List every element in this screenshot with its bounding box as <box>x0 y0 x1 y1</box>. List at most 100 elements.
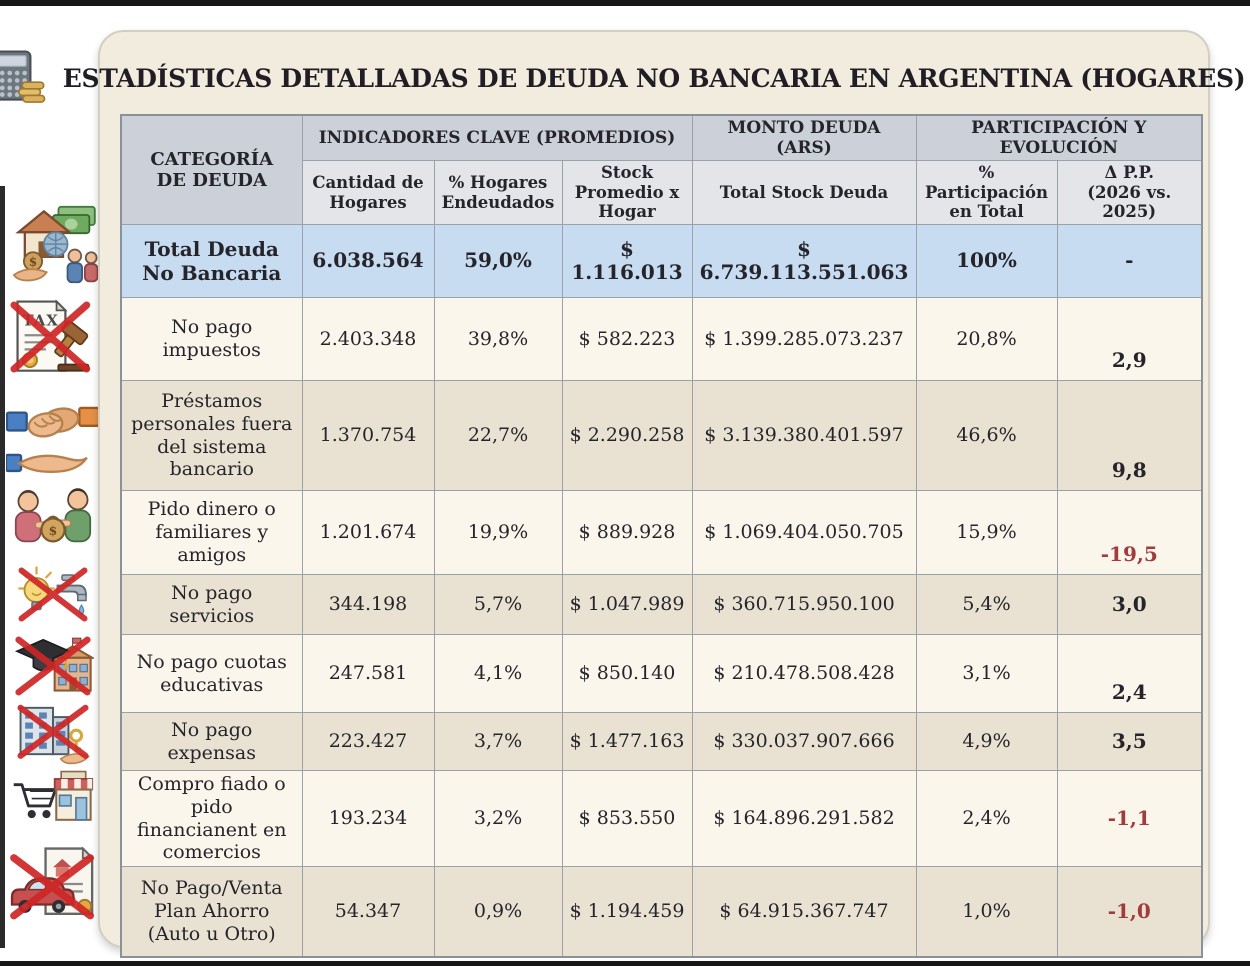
pct-hogares-endeudados-cell: 19,9% <box>433 490 563 576</box>
total-stock-cell: $ 6.739.113.551.063 <box>691 224 917 299</box>
stock-promedio-cell: $ 1.477.163 <box>561 712 693 772</box>
table-row: Compro fiado o pido financianent en come… <box>120 770 1203 868</box>
stock-promedio-cell: $ 2.290.258 <box>561 380 693 492</box>
pct-participacion-cell: 20,8% <box>915 297 1058 382</box>
category-cell: Préstamos personales fuera del sistema b… <box>120 380 303 492</box>
column-header-pct-participacion: % Participación en Total <box>915 160 1058 226</box>
delta-pp-cell: -19,5 <box>1056 490 1203 576</box>
category-icon-rail <box>0 0 104 966</box>
total-stock-cell: $ 360.715.950.100 <box>691 574 917 636</box>
pct-hogares-endeudados-cell: 59,0% <box>433 224 563 299</box>
delta-pp-cell: 2,9 <box>1056 297 1203 382</box>
family-money-icon <box>6 482 100 560</box>
table-row: Pido dinero o familiares y amigos 1.201.6… <box>120 490 1203 576</box>
pct-hogares-endeudados-cell: 22,7% <box>433 380 563 492</box>
stats-panel: ESTADÍSTICAS DETALLADAS DE DEUDA NO BANC… <box>98 30 1246 958</box>
category-cell: No pago expensas <box>120 712 303 772</box>
stock-promedio-cell: $ 853.550 <box>561 770 693 868</box>
pct-participacion-cell: 2,4% <box>915 770 1058 868</box>
pct-participacion-cell: 15,9% <box>915 490 1058 576</box>
cantidad-hogares-cell: 223.427 <box>301 712 435 772</box>
delta-pp-cell: - <box>1056 224 1203 299</box>
stock-promedio-cell: $ 1.116.013 <box>561 224 693 299</box>
table-row: No pago impuestos 2.403.348 39,8% $ 582.223… <box>120 297 1203 382</box>
group-header-indicadores-clave: INDICADORES CLAVE (PROMEDIOS) <box>301 114 693 162</box>
column-header-pct-hogares-endeudados: % Hogares Endeudados <box>433 160 563 226</box>
cantidad-hogares-cell: 193.234 <box>301 770 435 868</box>
total-stock-cell: $ 210.478.508.428 <box>691 634 917 714</box>
handshake-loan-icon <box>6 396 100 480</box>
total-stock-cell: $ 164.896.291.582 <box>691 770 917 868</box>
pct-participacion-cell: 46,6% <box>915 380 1058 492</box>
category-cell: Compro fiado o pido financianent en come… <box>120 770 303 868</box>
pct-hogares-endeudados-cell: 5,7% <box>433 574 563 636</box>
cantidad-hogares-cell: 247.581 <box>301 634 435 714</box>
category-cell: Pido dinero o familiares y amigos <box>120 490 303 576</box>
pct-hogares-endeudados-cell: 0,9% <box>433 866 563 958</box>
delta-pp-cell: 9,8 <box>1056 380 1203 492</box>
pct-hogares-endeudados-cell: 3,7% <box>433 712 563 772</box>
cantidad-hogares-cell: 54.347 <box>301 866 435 958</box>
pct-participacion-cell: 5,4% <box>915 574 1058 636</box>
total-stock-cell: $ 1.399.285.073.237 <box>691 297 917 382</box>
tax-crossed-icon <box>6 298 100 376</box>
delta-pp-cell: -1,0 <box>1056 866 1203 958</box>
table-row: Total Deuda No Bancaria 6.038.564 59,0% $ 1… <box>120 224 1203 299</box>
stock-promedio-cell: $ 1.047.989 <box>561 574 693 636</box>
top-black-bar <box>0 0 1250 6</box>
stock-promedio-cell: $ 889.928 <box>561 490 693 576</box>
cantidad-hogares-cell: 2.403.348 <box>301 297 435 382</box>
total-stock-cell: $ 330.037.907.666 <box>691 712 917 772</box>
total-stock-cell: $ 1.069.404.050.705 <box>691 490 917 576</box>
stock-promedio-cell: $ 582.223 <box>561 297 693 382</box>
stock-promedio-cell: $ 850.140 <box>561 634 693 714</box>
group-header-row: CATEGORÍA DE DEUDA INDICADORES CLAVE (PR… <box>120 114 1203 226</box>
delta-pp-cell: 2,4 <box>1056 634 1203 714</box>
pct-participacion-cell: 1,0% <box>915 866 1058 958</box>
pct-hogares-endeudados-cell: 4,1% <box>433 634 563 714</box>
table-row: No pago servicios 344.198 5,7% $ 1.047.989 $… <box>120 574 1203 636</box>
pct-participacion-cell: 100% <box>915 224 1058 299</box>
expensas-crossed-icon <box>6 697 100 765</box>
table-row: Préstamos personales fuera del sistema b… <box>120 380 1203 492</box>
cantidad-hogares-cell: 1.370.754 <box>301 380 435 492</box>
pct-hogares-endeudados-cell: 39,8% <box>433 297 563 382</box>
cantidad-hogares-cell: 6.038.564 <box>301 224 435 299</box>
category-cell: No pago impuestos <box>120 297 303 382</box>
column-header-stock-promedio: Stock Promedio x Hogar <box>561 160 693 226</box>
debt-statistics-table: CATEGORÍA DE DEUDA INDICADORES CLAVE (PR… <box>120 114 1203 958</box>
category-cell: No pago cuotas educativas <box>120 634 303 714</box>
category-cell: No pago servicios <box>120 574 303 636</box>
sub-header-row: Cantidad de Hogares % Hogares Endeudados… <box>121 160 1203 226</box>
pct-hogares-endeudados-cell: 3,2% <box>433 770 563 868</box>
column-header-total-stock-deuda: Total Stock Deuda <box>691 160 917 226</box>
table-row: No pago expensas 223.427 3,7% $ 1.477.163 $ … <box>120 712 1203 772</box>
delta-pp-cell: 3,5 <box>1056 712 1203 772</box>
column-header-delta-pp: Δ P.P. (2026 vs. 2025) <box>1056 160 1203 226</box>
store-cart-icon <box>6 765 100 837</box>
household-debt-icon <box>6 205 100 285</box>
page-title: ESTADÍSTICAS DETALLADAS DE DEUDA NO BANC… <box>62 63 1246 93</box>
education-crossed-icon <box>6 630 100 702</box>
total-stock-cell: $ 3.139.380.401.597 <box>691 380 917 492</box>
calculator-coins-icon <box>0 47 47 109</box>
table-row: No pago cuotas educativas 247.581 4,1% $ 85… <box>120 634 1203 714</box>
delta-pp-cell: -1,1 <box>1056 770 1203 868</box>
stock-promedio-cell: $ 1.194.459 <box>561 866 693 958</box>
title-row: ESTADÍSTICAS DETALLADAS DE DEUDA NO BANC… <box>120 46 1246 110</box>
category-cell: No Pago/Venta Plan Ahorro (Auto u Otro) <box>120 866 303 958</box>
pct-participacion-cell: 4,9% <box>915 712 1058 772</box>
group-header-participacion-evolucion: PARTICIPACIÓN Y EVOLUCIÓN <box>915 114 1203 162</box>
left-edge-line <box>0 186 5 948</box>
bottom-black-bar <box>0 961 1250 966</box>
column-header-categoria: CATEGORÍA DE DEUDA <box>120 114 303 226</box>
total-stock-cell: $ 64.915.367.747 <box>691 866 917 958</box>
category-cell: Total Deuda No Bancaria <box>120 224 303 299</box>
column-header-cantidad-hogares: Cantidad de Hogares <box>301 160 435 226</box>
group-header-monto-deuda: MONTO DEUDA (ARS) <box>691 114 917 162</box>
table-row: No Pago/Venta Plan Ahorro (Auto u Otro) 5… <box>120 866 1203 958</box>
delta-pp-cell: 3,0 <box>1056 574 1203 636</box>
pct-participacion-cell: 3,1% <box>915 634 1058 714</box>
cantidad-hogares-cell: 344.198 <box>301 574 435 636</box>
utilities-crossed-icon <box>6 563 100 629</box>
